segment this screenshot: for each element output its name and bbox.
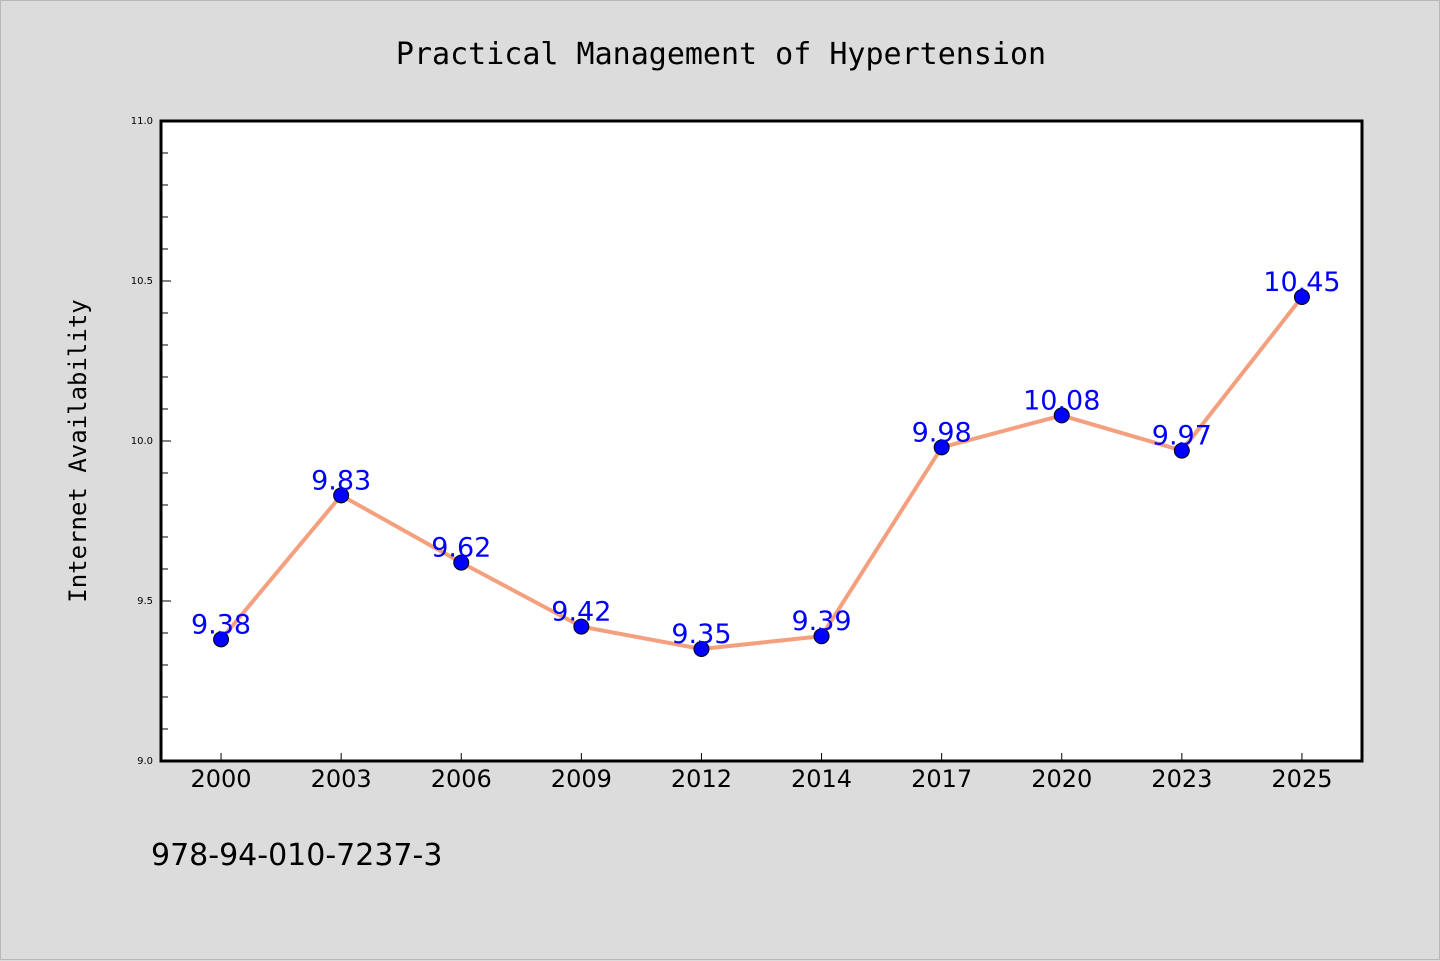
x-tick-label: 2012 [671,765,732,793]
data-point [1173,442,1190,459]
footer-text: 978-94-010-7237-3 [151,838,442,873]
data-label: 10.08 [1023,385,1100,416]
x-tick-label: 2003 [311,765,372,793]
x-tick-label: 2009 [551,765,612,793]
chart-title: Practical Management of Hypertension [396,37,1046,72]
data-point [213,631,230,648]
x-axis-ticks: 2000 2003 2006 2009 2012 2014 2017 2020 2023 2025 [191,753,1332,793]
data-point [1293,289,1310,305]
y-axis-ticks: 9.0 9.5 10.0 10.5 11.0 [131,116,171,767]
y-tick-label: 11.0 [131,116,153,127]
x-tick-label: 2017 [911,765,972,793]
data-point [813,628,830,645]
y-tick-label: 10.5 [131,276,153,287]
data-label: 9.62 [431,533,491,564]
data-point [573,618,590,635]
data-label: 9.35 [671,619,731,650]
data-label: 9.39 [791,606,851,637]
y-axis-label: Internet Availability [64,299,92,602]
x-tick-label: 2006 [431,765,492,793]
data-point [453,554,470,571]
x-tick-label: 2023 [1151,765,1212,793]
x-tick-label: 2020 [1031,765,1092,793]
data-label: 9.38 [191,609,251,640]
y-tick-label: 9.5 [137,596,153,607]
plot-area [159,119,1364,763]
data-label: 10.45 [1263,267,1340,298]
x-tick-label: 2000 [191,765,252,793]
series-layer: 9.38 9.83 9.62 9.42 9.35 9.39 9.98 10.08 9.97 10.… [191,267,1341,657]
data-point [933,439,950,456]
data-label: 9.83 [311,465,371,496]
data-point [693,641,710,657]
y-tick-label: 10.0 [131,436,153,447]
data-label: 9.42 [551,597,611,628]
data-point [333,487,350,504]
x-tick-label: 2014 [791,765,852,793]
data-label: 9.97 [1152,421,1212,452]
series-line [219,295,1304,651]
data-label: 9.98 [912,417,972,448]
y-tick-label: 9.0 [137,756,153,767]
x-tick-label: 2025 [1271,765,1332,793]
data-point [1053,407,1070,424]
